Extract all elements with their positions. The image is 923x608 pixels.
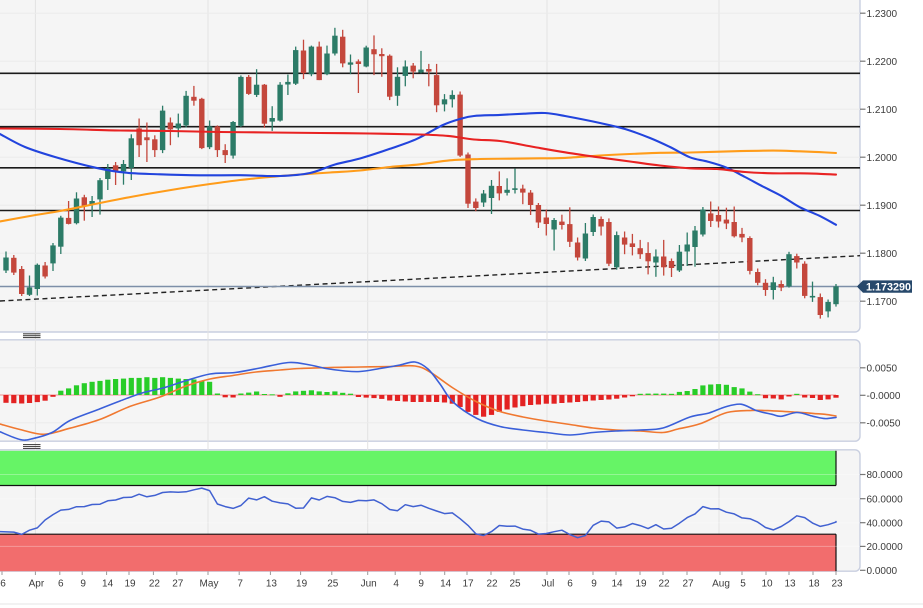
svg-text:7: 7 (237, 579, 243, 590)
svg-text:19: 19 (296, 579, 308, 590)
svg-text:1.2000: 1.2000 (867, 153, 898, 164)
svg-text:40.0000: 40.0000 (867, 518, 904, 529)
svg-text:4: 4 (393, 579, 399, 590)
svg-text:17: 17 (462, 579, 474, 590)
svg-text:1.2300: 1.2300 (867, 9, 898, 20)
svg-text:-0.0050: -0.0050 (867, 418, 901, 429)
svg-text:22: 22 (149, 579, 161, 590)
svg-text:1.1800: 1.1800 (867, 249, 898, 260)
svg-text:14: 14 (102, 579, 114, 590)
svg-text:14: 14 (611, 579, 623, 590)
svg-text:9: 9 (80, 579, 86, 590)
svg-text:6: 6 (0, 579, 6, 590)
svg-text:0.0000: 0.0000 (867, 566, 898, 577)
svg-text:1.2200: 1.2200 (867, 57, 898, 68)
svg-text:9: 9 (418, 579, 424, 590)
svg-text:60.0000: 60.0000 (867, 494, 904, 505)
svg-text:9: 9 (591, 579, 597, 590)
svg-text:Jun: Jun (361, 579, 377, 590)
svg-text:25: 25 (509, 579, 521, 590)
svg-text:25: 25 (327, 579, 339, 590)
svg-text:May: May (200, 579, 219, 590)
svg-text:6: 6 (567, 579, 573, 590)
svg-text:19: 19 (635, 579, 647, 590)
svg-text:19: 19 (124, 579, 136, 590)
svg-text:22: 22 (658, 579, 670, 590)
svg-text:1.1700: 1.1700 (867, 297, 898, 308)
svg-text:10: 10 (761, 579, 773, 590)
svg-text:14: 14 (440, 579, 452, 590)
svg-text:13: 13 (266, 579, 278, 590)
svg-text:22: 22 (486, 579, 498, 590)
svg-text:6: 6 (58, 579, 64, 590)
svg-text:13: 13 (784, 579, 796, 590)
svg-text:Jul: Jul (542, 579, 555, 590)
svg-text:Aug: Aug (712, 579, 730, 590)
svg-text:-0.0000: -0.0000 (867, 391, 901, 402)
svg-text:23: 23 (831, 579, 843, 590)
svg-text:18: 18 (808, 579, 820, 590)
svg-text:80.0000: 80.0000 (867, 470, 904, 481)
svg-text:0.0050: 0.0050 (867, 363, 898, 374)
svg-text:27: 27 (682, 579, 694, 590)
svg-text:1.2100: 1.2100 (867, 105, 898, 116)
svg-text:27: 27 (172, 579, 184, 590)
svg-text:20.0000: 20.0000 (867, 542, 904, 553)
svg-text:1.173290: 1.173290 (866, 282, 911, 294)
svg-text:5: 5 (740, 579, 746, 590)
svg-text:1.1900: 1.1900 (867, 201, 898, 212)
svg-text:Apr: Apr (29, 579, 45, 590)
